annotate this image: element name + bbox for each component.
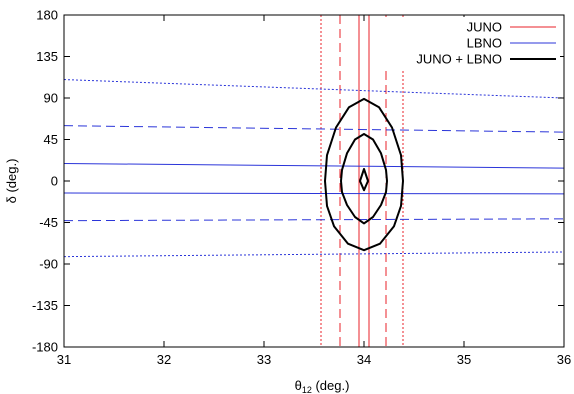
y-tick-label: -135 [32,298,58,313]
lbno-solid-line-1 [63,192,565,195]
x-tick-label: 32 [157,352,171,367]
lbno-dashed-line-3 [63,218,565,222]
lbno-solid-line-0 [63,162,565,169]
lbno-dotted-line-4 [63,79,565,99]
legend-label: JUNO [467,20,502,35]
y-tick-label: 180 [36,8,58,23]
y-tick-label: -90 [39,257,58,272]
legend-label: JUNO + LBNO [416,52,502,67]
x-tick-label: 34 [357,352,371,367]
y-tick-label: 90 [44,91,58,106]
juno-lbno-contour-2 [359,168,369,192]
y-tick-label: -180 [32,340,58,355]
x-tick-label: 35 [457,352,471,367]
x-axis-label-subscript: 12 [302,385,312,394]
y-tick-label: 135 [36,49,58,64]
x-tick-label: 31 [57,352,71,367]
x-axis-label-unit: (deg.) [312,378,350,393]
lbno-dotted-line-5 [63,251,565,258]
y-tick-label: -45 [39,215,58,230]
x-tick-label: 33 [257,352,271,367]
y-tick-label: 0 [51,174,58,189]
axis-ticks: 31 32 33 34 35 36 180 135 90 45 0 -45 -90 -135 -180 [32,8,571,368]
legend-label: LBNO [467,36,502,51]
y-tick-label: 45 [44,132,58,147]
juno-lbno-contour-0 [324,97,404,252]
juno-lbno-contour-1 [340,133,388,225]
lbno-dashed-line-2 [63,125,565,133]
x-axis-label-base: θ [295,378,302,393]
y-axis-label: δ (deg.) [4,159,19,204]
x-axis-label: θ12 (deg.) [295,378,350,394]
plot-marks [63,15,565,347]
x-tick-label: 36 [557,352,571,367]
